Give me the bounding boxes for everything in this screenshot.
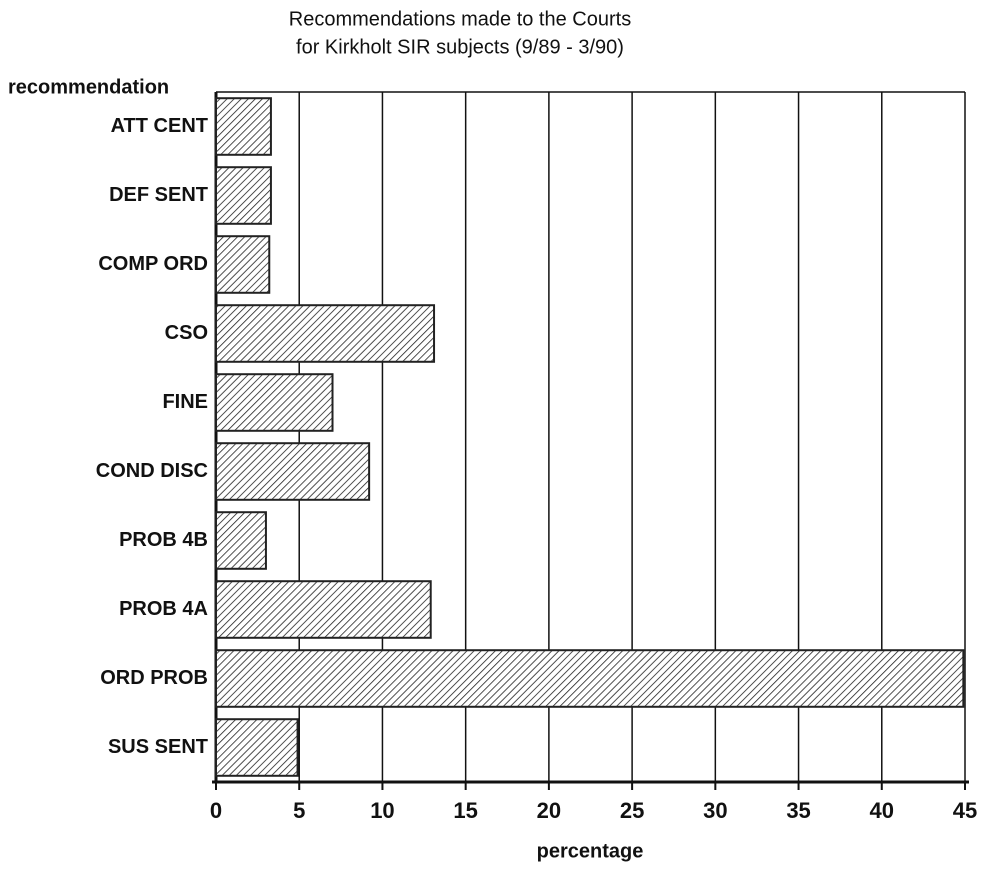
y-tick-label: COMP ORD	[98, 253, 208, 275]
y-tick-label: ATT CENT	[111, 115, 208, 137]
y-tick-label: SUS SENT	[108, 736, 208, 758]
x-tick-label: 0	[210, 798, 222, 823]
y-tick-label: PROB 4B	[119, 529, 208, 551]
bar	[215, 580, 432, 639]
bar	[215, 718, 299, 777]
x-axis-label: percentage	[537, 840, 644, 862]
x-tick-label: 35	[786, 798, 810, 823]
x-tick-label: 25	[620, 798, 644, 823]
x-tick-label: 45	[953, 798, 977, 823]
bar	[215, 511, 267, 570]
bar	[215, 373, 334, 432]
bar	[215, 235, 271, 294]
bar	[215, 304, 436, 363]
bar	[215, 97, 272, 156]
x-tick-label: 40	[870, 798, 894, 823]
y-tick-label: CSO	[165, 322, 208, 344]
x-tick-label: 30	[703, 798, 727, 823]
y-tick-label: COND DISC	[96, 460, 208, 482]
bar	[215, 442, 371, 501]
bar	[215, 166, 272, 225]
x-tick-label: 5	[293, 798, 305, 823]
y-tick-label: PROB 4A	[119, 598, 208, 620]
y-tick-label: ORD PROB	[100, 667, 208, 689]
x-tick-label: 10	[370, 798, 394, 823]
x-tick-label: 20	[537, 798, 561, 823]
x-tick-label: 15	[453, 798, 477, 823]
y-tick-label: FINE	[162, 391, 208, 413]
bar	[215, 649, 965, 708]
y-tick-label: DEF SENT	[109, 184, 208, 206]
chart-subtitle: for Kirkholt SIR subjects (9/89 - 3/90)	[296, 36, 624, 58]
chart-title: Recommendations made to the Courts	[289, 8, 631, 30]
y-axis-label: recommendation	[8, 76, 169, 98]
